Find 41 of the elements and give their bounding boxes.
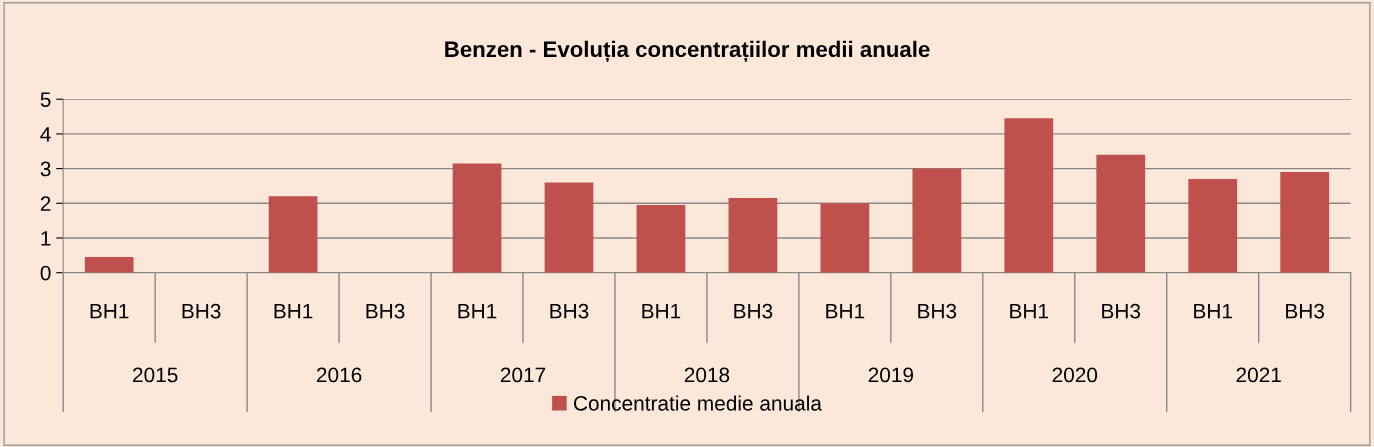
bar: [544, 182, 594, 273]
x-tick-label: BH1: [642, 303, 681, 319]
bar: [820, 203, 870, 273]
y-tick-label: 2: [40, 196, 51, 211]
x-tick-label: BH1: [1010, 303, 1049, 319]
x-tick-label: BH1: [1194, 303, 1232, 319]
text: 2018: [684, 367, 730, 383]
bar: [1004, 118, 1054, 273]
x-tick-label: BH1: [826, 303, 865, 319]
y-tick-label: 4: [40, 127, 51, 142]
x-tick-label: BH1: [274, 303, 313, 319]
y-tick-label: 3: [40, 161, 51, 177]
x-tick-label: BH3: [918, 303, 957, 319]
x-tick-label: BH3: [734, 303, 773, 319]
x-tick-label: BH3: [1102, 303, 1141, 319]
y-tick-label: 1: [41, 231, 51, 246]
x-tick-label: BH1: [458, 303, 497, 319]
text: 2020: [1052, 367, 1098, 383]
x-tick-label: BH3: [182, 303, 221, 319]
legend-label: Concentratie medie anuala: [573, 395, 822, 411]
bar: [452, 163, 502, 273]
bar: [1280, 172, 1330, 273]
x-tick-label: BH3: [1286, 303, 1325, 319]
text: 2015: [133, 367, 178, 383]
text: 2019: [868, 367, 914, 383]
bar: [84, 257, 134, 273]
bar: [912, 168, 962, 273]
bar: [1096, 154, 1146, 273]
y-tick-label: 0: [40, 265, 51, 281]
y-tick-label: 5: [40, 92, 51, 107]
bar: [268, 196, 318, 273]
bar: [728, 198, 778, 273]
bar: [636, 205, 686, 273]
text: 2017: [500, 367, 546, 383]
x-tick-label: BH3: [550, 303, 589, 319]
text: 2021: [1236, 367, 1281, 383]
text: 2016: [316, 367, 362, 383]
bar: [1188, 179, 1238, 273]
x-tick-label: BH3: [366, 303, 405, 319]
chart-title: Benzen - Evoluția concentrațiilor medii anuale: [445, 40, 930, 63]
x-tick-label: BH1: [90, 303, 129, 319]
